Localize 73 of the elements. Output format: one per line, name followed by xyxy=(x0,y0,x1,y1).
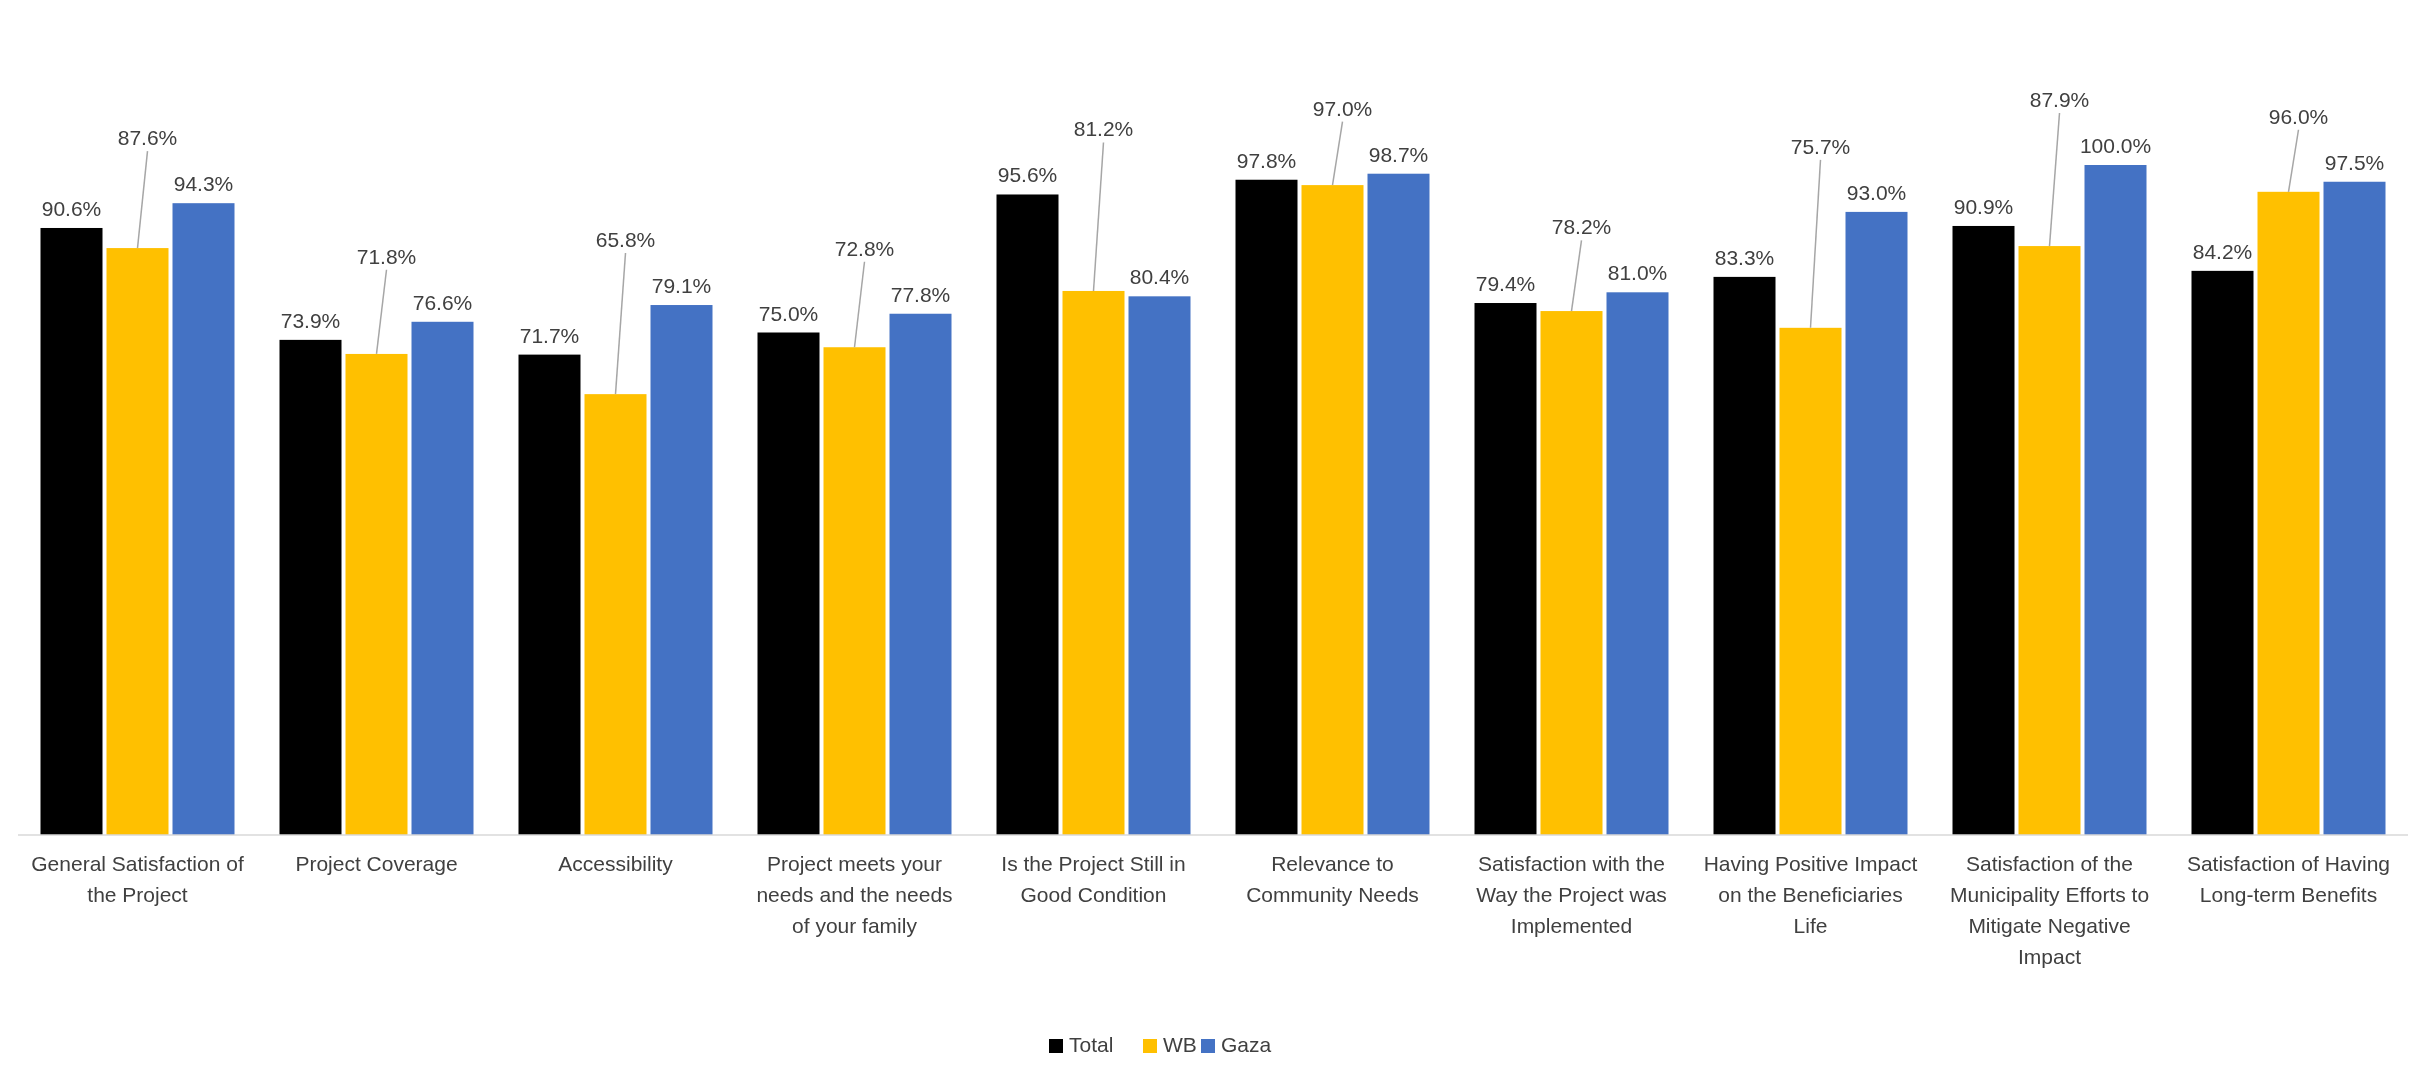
data-label: 71.7% xyxy=(519,323,580,347)
data-label: 97.0% xyxy=(1312,96,1373,120)
bar xyxy=(1128,296,1191,835)
legend-label: Total xyxy=(1069,1033,1114,1056)
bar xyxy=(172,203,235,835)
data-label: 90.6% xyxy=(41,196,102,220)
data-label: 79.1% xyxy=(651,274,712,298)
bar xyxy=(40,227,103,835)
bar xyxy=(1235,179,1298,835)
bar xyxy=(1779,327,1842,835)
data-label: 80.4% xyxy=(1129,265,1190,289)
x-tick-label: Project meets your needs and the needs of your family xyxy=(756,852,953,937)
data-label: 90.9% xyxy=(1953,194,2014,218)
x-tick-label: Satisfaction of the Municipality Efforts to Mitigate Negative Impact xyxy=(1949,852,2150,968)
data-label: 71.8% xyxy=(356,244,417,268)
bar xyxy=(279,339,342,835)
data-label: 75.0% xyxy=(758,301,819,325)
data-label: 73.9% xyxy=(280,308,341,332)
data-label: 83.3% xyxy=(1714,245,1775,269)
bar xyxy=(106,248,169,835)
bar xyxy=(650,305,713,835)
bar xyxy=(584,394,647,835)
bar xyxy=(518,354,581,835)
data-label: 96.0% xyxy=(2268,104,2329,128)
bar xyxy=(823,347,886,835)
bar xyxy=(757,332,820,835)
x-tick-label: Is the Project Still in Good Condition xyxy=(1001,852,1186,906)
x-tick-label: Project Coverage xyxy=(295,852,458,875)
data-label: 95.6% xyxy=(997,163,1058,187)
bar xyxy=(1540,311,1603,835)
data-label: 78.2% xyxy=(1551,215,1612,239)
x-tick-label: Accessibility xyxy=(558,852,674,875)
data-label: 97.8% xyxy=(1236,148,1297,172)
bar xyxy=(2018,246,2081,835)
bar xyxy=(1952,225,2015,835)
data-label: 75.7% xyxy=(1790,134,1851,158)
x-tick-label: General Satisfaction of the Project xyxy=(31,852,244,906)
bar xyxy=(996,194,1059,835)
data-label: 98.7% xyxy=(1368,142,1429,166)
bar xyxy=(1713,276,1776,835)
x-tick-label: Satisfaction of Having Long-term Benefits xyxy=(2186,852,2391,906)
data-label: 94.3% xyxy=(173,172,234,196)
bar xyxy=(2323,181,2386,835)
data-label: 100.0% xyxy=(2079,134,2152,157)
data-label: 81.2% xyxy=(1073,117,1134,141)
legend-label: Gaza xyxy=(1221,1033,1272,1056)
bar xyxy=(345,353,408,835)
bar xyxy=(2257,191,2320,835)
data-label: 93.0% xyxy=(1846,180,1907,204)
data-label: 84.2% xyxy=(2192,239,2253,263)
data-label: 87.9% xyxy=(2029,88,2090,111)
data-label: 87.6% xyxy=(117,126,178,150)
data-label: 97.5% xyxy=(2324,150,2385,174)
bar xyxy=(889,313,952,835)
bar xyxy=(1474,303,1537,835)
data-label: 81.0% xyxy=(1607,261,1668,285)
data-label: 79.4% xyxy=(1475,272,1536,296)
x-tick-label: Having Positive Impact on the Beneficiaries Life xyxy=(1703,852,1918,937)
data-label: 76.6% xyxy=(412,290,473,314)
data-label: 77.8% xyxy=(890,282,951,306)
x-tick-label: Satisfaction with the Way the Project was Implemented xyxy=(1476,852,1667,937)
data-label: 72.8% xyxy=(834,236,895,260)
bar xyxy=(1062,290,1125,835)
bar xyxy=(1845,211,1908,835)
bar xyxy=(2191,270,2254,835)
bar xyxy=(1606,292,1669,835)
bar xyxy=(2084,165,2147,835)
bar xyxy=(1367,173,1430,835)
bar xyxy=(1301,185,1364,835)
data-label: 65.8% xyxy=(595,228,656,252)
legend-label: WB xyxy=(1163,1033,1197,1056)
x-tick-label: Relevance to Community Needs xyxy=(1246,852,1419,906)
bar xyxy=(411,321,474,835)
